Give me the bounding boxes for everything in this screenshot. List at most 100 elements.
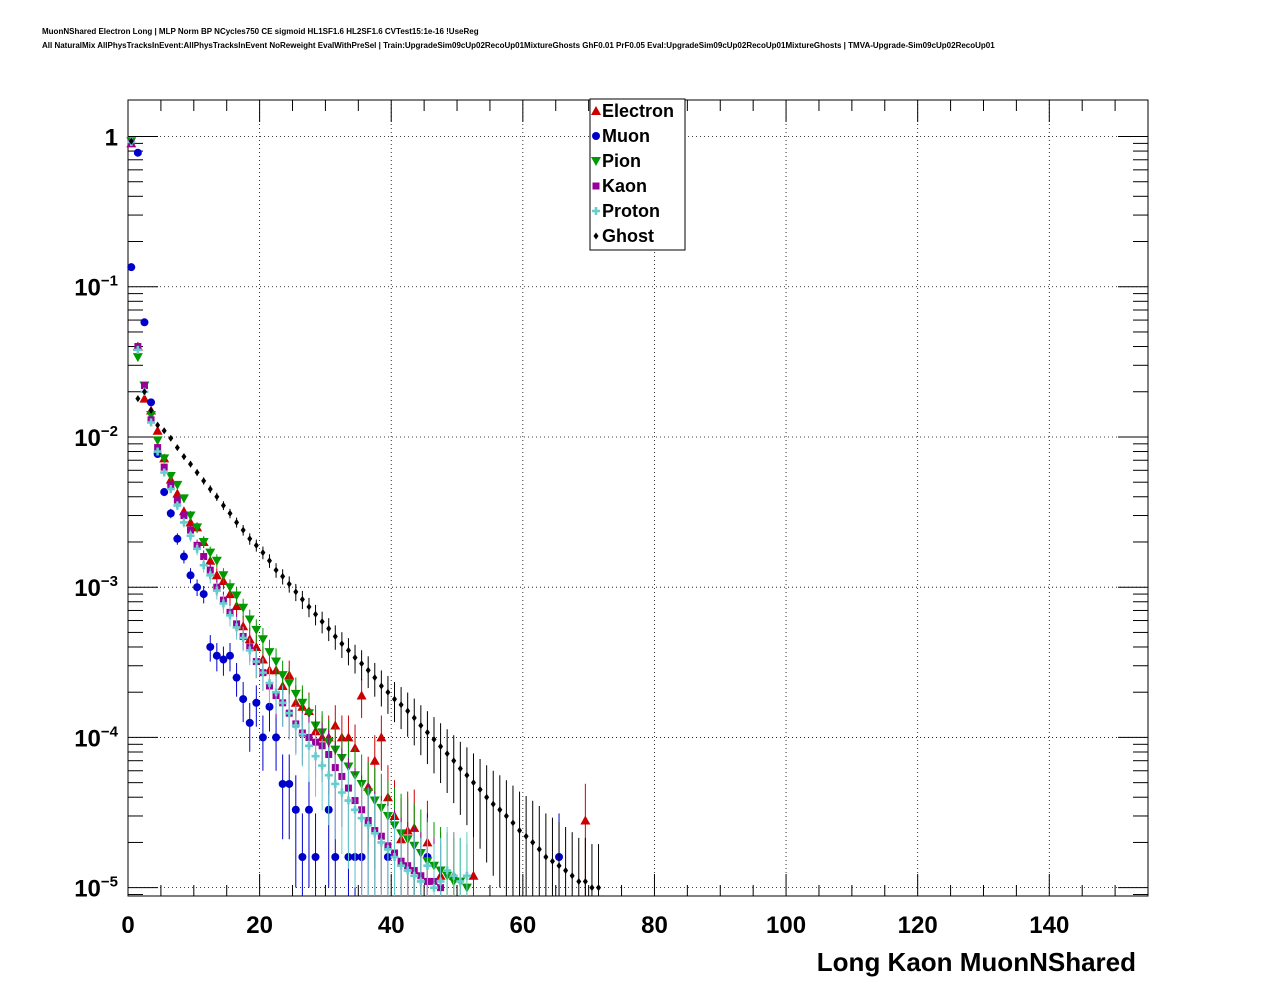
data-point [530,838,536,846]
x-tick-label: 0 [121,912,134,939]
data-point [155,421,161,429]
data-point [133,148,142,157]
data-point [173,496,181,504]
data-point [365,666,371,674]
data-point [186,571,195,580]
data-point [424,728,430,736]
data-point [226,611,234,620]
data-point [140,318,149,327]
data-point [245,718,254,727]
data-point [264,648,275,658]
data-point [278,779,287,788]
data-point [311,752,320,761]
data-point [193,583,202,592]
data-point [339,640,345,648]
data-point [212,586,221,595]
data-point [462,871,471,880]
legend-marker-kaon [592,182,600,190]
data-point [304,805,313,814]
data-point [383,845,392,854]
data-point [304,741,313,750]
y-tick-label: 10−2 [74,423,118,452]
data-point [397,861,406,870]
y-tick-label: 10−3 [74,573,118,602]
y-tick-label: 10−5 [74,874,118,903]
data-point [370,829,379,838]
data-point [416,877,425,886]
series-ghost [128,137,602,896]
data-point [160,468,169,477]
data-point [205,548,216,558]
data-point [220,501,226,509]
legend: Electron Muon Pion Kaon Proton Ghost [589,98,686,251]
data-point [207,485,213,493]
data-point [251,625,262,635]
data-point [280,572,286,580]
data-point [297,698,308,708]
legend-box [589,98,686,251]
data-point [438,743,444,751]
legend-marker-ghost [593,232,599,240]
data-point [390,852,399,861]
data-point [260,549,266,557]
data-point [344,796,353,805]
data-point [284,679,295,689]
x-tick-label: 140 [1029,912,1069,939]
data-point [477,786,483,794]
data-point [239,633,248,642]
data-point [159,454,170,464]
legend-label-pion: Pion [602,151,641,171]
y-tick-label: 10−1 [74,273,118,302]
y-tick-label: 1 [105,125,118,152]
data-point [372,674,378,682]
data-point [345,646,351,654]
data-point [141,388,147,396]
data-point [285,709,294,718]
data-point [258,668,267,677]
data-point [290,689,301,699]
data-point [166,485,175,494]
data-point [167,481,175,489]
data-point [172,480,183,490]
data-point [211,556,222,566]
data-point [211,570,222,580]
data-point [139,393,150,403]
data-point [152,436,163,446]
data-point [186,531,195,540]
data-point [225,583,235,593]
data-point [160,463,168,471]
data-point [298,852,307,861]
data-point [185,511,196,521]
data-point [484,793,490,801]
data-point [556,862,562,870]
data-point [536,845,542,853]
data-point [219,655,228,664]
data-point [582,877,588,885]
data-point [231,600,242,610]
data-point [160,488,169,497]
data-point [232,623,241,632]
data-point [265,702,274,711]
data-point [431,735,437,743]
data-point [563,867,569,875]
data-point [543,853,549,861]
data-point [140,382,148,390]
data-point [351,805,360,814]
chart-title-line-1: MuonNShared Electron Long | MLP Norm BP … [42,27,479,36]
data-point [369,755,380,765]
data-point [238,603,249,613]
data-point [576,877,582,885]
data-point [430,883,439,892]
data-point [231,591,242,601]
data-point [147,398,156,407]
data-point [510,819,516,827]
data-point [174,444,180,452]
data-point [245,646,254,655]
data-point [418,722,424,730]
legend-label-proton: Proton [602,201,660,221]
data-point [244,615,255,625]
data-point [364,821,373,830]
data-point [265,679,274,688]
data-point [193,544,202,553]
